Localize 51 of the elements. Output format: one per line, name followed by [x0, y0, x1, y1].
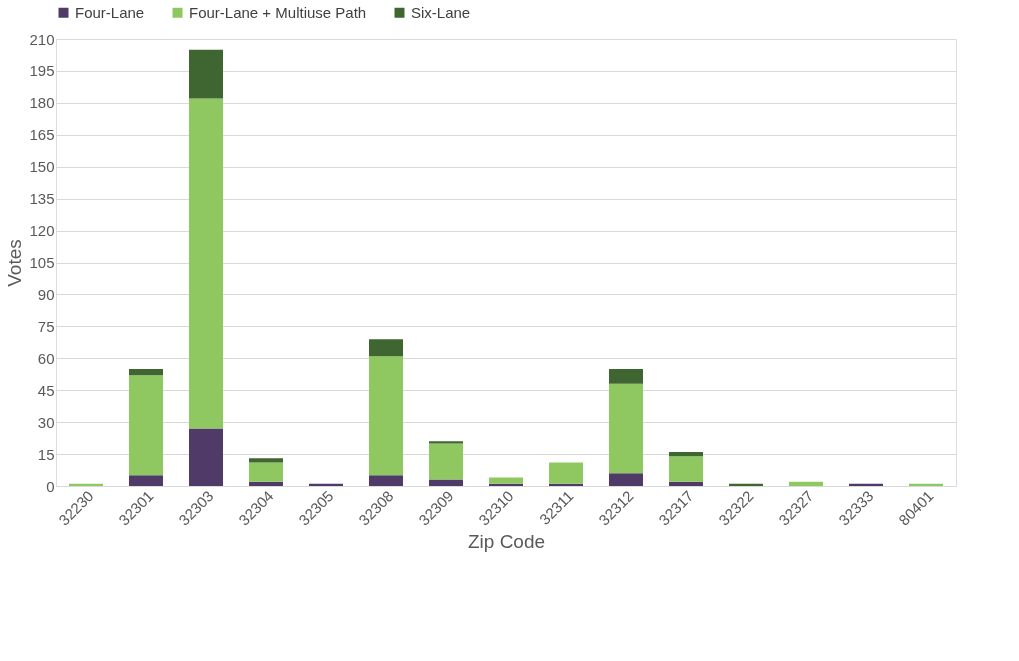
bar	[549, 462, 583, 484]
bar	[69, 483, 103, 486]
y-tick-label: 60	[37, 349, 55, 367]
bar	[429, 443, 463, 480]
bar	[129, 475, 163, 486]
bar	[489, 477, 523, 484]
bar	[669, 451, 703, 457]
bar	[429, 441, 463, 444]
y-tick-label: 180	[29, 94, 55, 112]
bar	[489, 483, 523, 486]
bar	[609, 383, 643, 474]
y-tick-label: 75	[37, 317, 55, 335]
bar	[129, 368, 163, 376]
legend-label: Six-Lane	[411, 3, 471, 21]
bar	[789, 481, 823, 486]
bar	[609, 368, 643, 384]
bar	[609, 473, 643, 486]
bar	[249, 458, 283, 463]
bar	[129, 375, 163, 476]
bar	[369, 339, 403, 357]
y-tick-label: 30	[37, 413, 55, 431]
bar	[369, 356, 403, 476]
bar	[549, 483, 583, 486]
bar	[909, 483, 943, 486]
y-tick-label: 105	[29, 254, 55, 271]
y-axis-title: Votes	[4, 239, 26, 287]
bar	[309, 483, 343, 486]
bar	[249, 481, 283, 486]
bar	[249, 462, 283, 482]
bar	[189, 428, 223, 486]
bar	[429, 479, 463, 486]
y-tick-label: 120	[29, 222, 55, 240]
legend-label: Four-Lane	[75, 3, 145, 21]
bar	[189, 49, 223, 99]
y-tick-label: 210	[29, 30, 55, 48]
bar	[669, 456, 703, 482]
y-tick-label: 195	[29, 62, 55, 80]
y-tick-label: 0	[46, 477, 55, 495]
x-axis-title: Zip Code	[467, 530, 546, 552]
legend-label: Four-Lane + Multiuse Path	[189, 3, 367, 21]
y-tick-label: 90	[37, 285, 55, 303]
bar	[189, 98, 223, 429]
bar	[369, 475, 403, 486]
y-tick-label: 165	[29, 126, 55, 144]
bar	[849, 483, 883, 486]
y-tick-label: 150	[29, 158, 55, 176]
y-tick-label: 135	[29, 190, 55, 208]
bar	[669, 481, 703, 486]
y-tick-label: 45	[37, 381, 55, 399]
bar	[729, 483, 763, 486]
y-tick-label: 15	[37, 445, 55, 463]
